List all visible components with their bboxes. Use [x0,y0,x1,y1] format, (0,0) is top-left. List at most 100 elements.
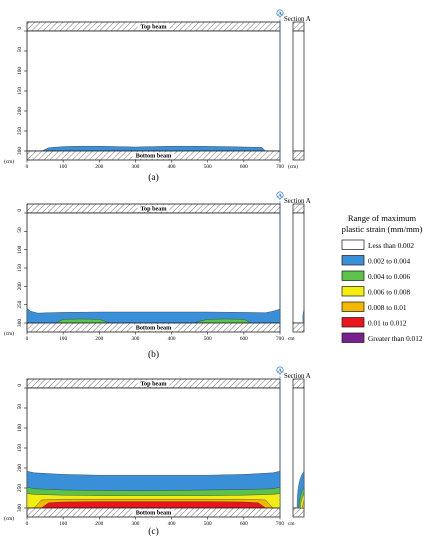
x-tick-label: 700 [276,521,284,527]
bottom-beam-label: Bottom beam [136,325,172,332]
section-band [301,499,305,509]
legend-swatch [341,255,365,266]
legend-item-label: Greater than 0.012 [368,334,423,343]
x-tick-label: 600 [240,521,248,527]
panel-label: (c) [148,526,159,537]
bottom-beam-label-bg [132,509,175,516]
legend-item-label: Less than 0.002 [368,241,414,250]
x-tick-label: 400 [168,164,176,170]
x-tick-label: 700 [276,336,284,342]
x-tick-label: 500 [204,164,212,170]
top-beam-label-bg [137,205,170,212]
top-beam-label-bg [137,380,170,387]
section-a-label: Section A [284,198,311,205]
bottom-beam-label-bg [132,324,175,331]
top-beam-label: Top beam [140,24,167,31]
top-beam-label: Top beam [140,206,167,213]
x-tick-label: 500 [204,521,212,527]
bottom-beam-label: Bottom beam [136,153,172,160]
legend-item-label: 0.004 to 0.006 [368,272,411,281]
section-marker-circle [276,9,284,17]
wall-outline [26,212,281,324]
y-tick-label: 250 [17,484,23,492]
x-unit-label: (cm) [288,163,298,170]
x-tick-label: 200 [95,521,103,527]
section-band [302,309,305,324]
x-tick-label: 300 [131,521,139,527]
legend-item-label: 0.002 to 0.004 [368,257,411,266]
x-tick-label: 0 [26,336,29,342]
section-marker-circle [276,366,284,374]
x-unit-label: cm [288,336,295,342]
section-bottom-beam [292,507,305,518]
legend-title-line2: plastic strain (mm/mm) [342,224,423,234]
section-top-beam [292,21,305,32]
contour-band-c001_0012 [40,501,267,509]
panel-label: (b) [148,349,159,360]
x-tick-label: 500 [204,336,212,342]
legend-swatch [341,239,365,250]
y-tick-label: 300 [17,504,23,512]
x-tick-label: 600 [240,336,248,342]
wall-outline [26,30,281,152]
y-tick-label: 100 [17,245,23,253]
x-tick-label: 400 [168,336,176,342]
legend-swatch [341,286,365,297]
x-tick-label: 300 [131,336,139,342]
panel-label: (a) [148,172,159,183]
y-tick-label: 50 [17,404,23,410]
bottom-beam-label-bg [132,152,175,159]
contour-band-c0002_0004 [41,146,266,152]
y-tick-label: 150 [17,87,23,95]
section-top-beam [292,203,305,214]
legend-swatch [341,301,365,312]
x-tick-label: 100 [59,336,67,342]
y-tick-label: 0 [17,384,23,387]
top-beam-label: Top beam [140,381,167,388]
bottom-beam-label: Bottom beam [136,510,172,517]
legend-swatch [341,270,365,281]
y-tick-label: 200 [17,107,23,115]
section-marker-label: A [278,368,282,374]
legend-item-label: 0.006 to 0.008 [368,288,411,297]
y-unit-label: (cm) [4,158,14,165]
section-marker-label: A [278,193,282,199]
y-tick-label: 100 [17,67,23,75]
section-wall [292,212,305,324]
section-bottom-beam [292,150,305,161]
y-tick-label: 0 [17,209,23,212]
y-tick-label: 300 [17,319,23,327]
x-tick-label: 600 [240,164,248,170]
legend-swatch [341,332,365,343]
section-marker-label: A [278,11,282,17]
section-bottom-beam [292,322,305,333]
y-tick-label: 300 [17,147,23,155]
y-tick-label: 150 [17,444,23,452]
y-tick-label: 250 [17,300,23,308]
x-tick-label: 400 [168,521,176,527]
y-tick-label: 100 [17,424,23,432]
legend-item-label: 0.01 to 0.012 [368,319,407,328]
y-tick-label: 200 [17,282,23,290]
section-wall [292,30,305,152]
y-tick-label: 200 [17,464,23,472]
y-tick-label: 150 [17,264,23,272]
x-tick-label: 100 [59,164,67,170]
y-unit-label: (cm) [4,330,14,337]
y-tick-label: 50 [17,227,23,233]
x-tick-label: 200 [95,336,103,342]
top-beam-label-bg [137,23,170,30]
y-tick-label: 250 [17,127,23,135]
legend-title-line1: Range of maximum [348,213,417,223]
x-tick-label: 100 [59,521,67,527]
x-tick-label: 200 [95,164,103,170]
y-tick-label: 0 [17,27,23,30]
x-tick-label: 0 [26,521,29,527]
x-tick-label: 0 [26,164,29,170]
